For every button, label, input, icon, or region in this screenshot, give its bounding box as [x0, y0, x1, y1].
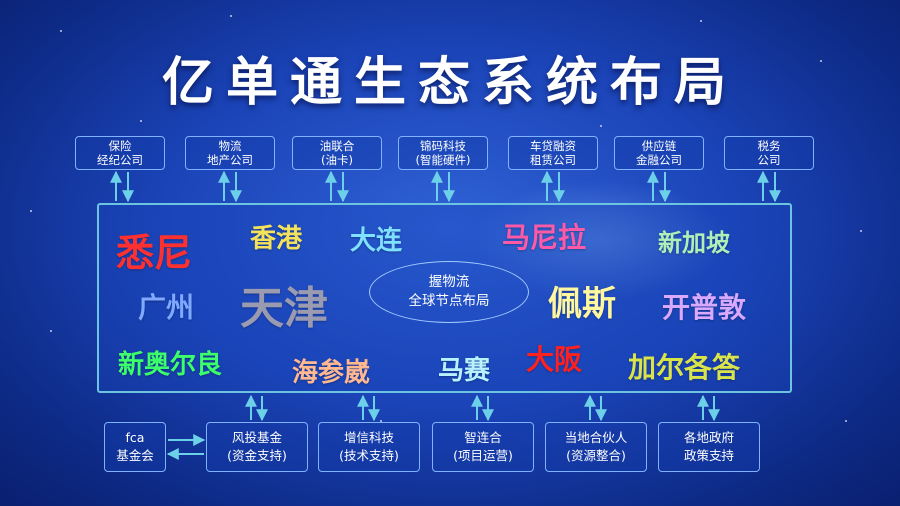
node-label-line2: (技术支持) [339, 448, 399, 463]
node-label-line2: 地产公司 [207, 153, 253, 167]
node-logistics-realestate: 物流 地产公司 [185, 136, 275, 170]
node-label-line1: 风投基金 [231, 430, 282, 445]
city-marseille: 马赛 [438, 356, 491, 386]
node-label-line1: fca [125, 430, 145, 445]
node-supply-chain-finance: 供应链 金融公司 [614, 136, 704, 170]
city-guangzhou: 广州 [138, 291, 195, 324]
node-label-line1: 物流 [218, 139, 242, 153]
node-label-line1: 油联合 [319, 139, 355, 153]
node-label-line2: 金融公司 [636, 153, 682, 167]
node-label-line1: 增信科技 [343, 430, 394, 445]
node-zhilianhe: 智连合 (项目运营) [432, 422, 534, 472]
node-credit-tech: 增信科技 (技术支持) [318, 422, 420, 472]
city-capetown: 开普敦 [662, 291, 747, 324]
city-manila: 马尼拉 [502, 221, 587, 254]
node-oil-alliance: 油联合 (油卡) [292, 136, 382, 170]
center-label-line2: 全球节点布局 [408, 293, 490, 309]
node-label-line2: 租赁公司 [530, 153, 576, 167]
center-label-line1: 握物流 [428, 274, 470, 290]
node-label-line2: 公司 [757, 153, 781, 167]
node-fca-foundation: fca 基金会 [104, 422, 166, 472]
center-label-oval: 握物流 全球节点布局 [369, 261, 529, 323]
node-label-line2: (油卡) [321, 153, 353, 167]
city-kolkata: 加尔各答 [628, 351, 741, 384]
city-vladivostok: 海参崴 [292, 358, 371, 388]
node-label-line1: 各地政府 [683, 430, 734, 445]
city-neworleans: 新奥尔良 [118, 350, 223, 380]
node-label-line1: 税务 [757, 139, 781, 153]
node-label-line2: 基金会 [116, 448, 154, 463]
node-car-loan-leasing: 车贷融资 租赁公司 [508, 136, 598, 170]
node-local-government: 各地政府 政策支持 [658, 422, 760, 472]
node-label-line2: (资金支持) [227, 448, 287, 463]
city-singapore: 新加坡 [658, 229, 730, 257]
node-label-line2: (智能硬件) [415, 153, 471, 167]
node-label-line1: 保险 [108, 139, 132, 153]
node-label-line1: 当地合伙人 [564, 430, 628, 445]
node-label-line1: 车贷融资 [530, 139, 576, 153]
node-tax-company: 税务 公司 [724, 136, 814, 170]
node-venture-fund: 风投基金 (资金支持) [206, 422, 308, 472]
city-dalian: 大连 [350, 226, 403, 256]
node-label-line2: 政策支持 [683, 448, 734, 463]
node-label-line2: (项目运营) [453, 448, 513, 463]
city-sydney: 悉尼 [116, 231, 193, 275]
node-label-line2: 经纪公司 [97, 153, 143, 167]
node-jinma-tech: 锦码科技 (智能硬件) [398, 136, 488, 170]
node-label-line1: 供应链 [641, 139, 677, 153]
city-tianjin: 天津 [240, 283, 328, 334]
node-label-line1: 智连合 [464, 430, 502, 445]
node-insurance-broker: 保险 经纪公司 [75, 136, 165, 170]
node-local-partner: 当地合伙人 (资源整合) [545, 422, 647, 472]
city-hongkong: 香港 [250, 224, 303, 254]
city-perth: 佩斯 [548, 284, 616, 324]
node-label-line2: (资源整合) [566, 448, 626, 463]
city-osaka: 大阪 [526, 343, 583, 376]
page-title: 亿单通生态系统布局 [161, 53, 738, 113]
node-label-line1: 锦码科技 [420, 139, 466, 153]
